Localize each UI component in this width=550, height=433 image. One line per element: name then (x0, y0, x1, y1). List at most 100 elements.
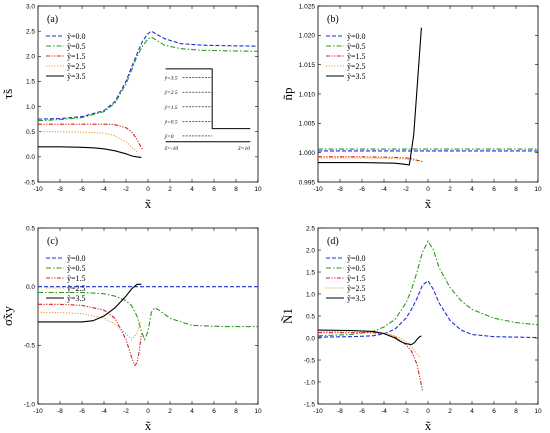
inset-level-label: ỹ=3.5 (164, 75, 178, 82)
panel-2: -10 -8 -6 -4 -2 0 2 4 6 8 10 -1.0 -0.5 0.0 0.5 x̃ σ̃xy (c… (0, 225, 262, 433)
x-tick-label: -8 (337, 408, 343, 415)
panel-3: -10 -8 -6 -4 -2 0 2 4 6 8 10 -1.5 -1.0 -0.5 0.0 0.5 1.0 1… (280, 225, 542, 433)
y-tick-label: 0.5 (26, 225, 35, 232)
series-line-3 (38, 311, 141, 341)
legend-label: ỹ=0.0 (67, 254, 86, 263)
legend-label: ỹ=0.0 (347, 32, 366, 41)
x-tick-label: 4 (190, 186, 194, 193)
legend-label: ỹ=3.5 (347, 72, 366, 81)
y-axis-label: ñp (280, 88, 295, 101)
panel-label: (c) (47, 236, 58, 247)
x-tick-label: 2 (448, 186, 452, 193)
inset-level-label: ỹ=1.5 (164, 104, 178, 111)
legend-label: ỹ=1.5 (347, 52, 366, 61)
x-tick-label: 10 (254, 186, 262, 193)
series-group (38, 30, 258, 158)
y-tick-label: 2.0 (306, 247, 315, 254)
x-tick-label: 8 (234, 186, 238, 193)
legend-label: ỹ=0.5 (67, 264, 86, 273)
x-tick-label: -2 (403, 408, 409, 415)
legend-label: ỹ=2.5 (347, 62, 366, 71)
series-line-0 (38, 30, 258, 120)
x-tick-label: -10 (313, 186, 323, 193)
x-tick-label: 0 (146, 408, 150, 415)
legend-label: ỹ=0.5 (67, 42, 86, 51)
y-tick-label: -1.0 (24, 401, 36, 408)
legend-label: ỹ=1.5 (67, 274, 86, 283)
legend-label: ỹ=2.5 (347, 284, 366, 293)
panel-label: (d) (327, 236, 339, 247)
y-tick-label: 3.0 (26, 3, 35, 10)
x-tick-label: 0 (426, 408, 430, 415)
y-tick-label: -0.5 (24, 343, 36, 350)
x-axis-label: x̃ (145, 418, 152, 433)
y-tick-label: -1.0 (304, 379, 316, 386)
y-tick-label: 1.0 (26, 104, 35, 111)
x-tick-label: -6 (79, 186, 85, 193)
inset-level-label: ỹ=0.5 (164, 118, 178, 125)
x-tick-label: -4 (101, 186, 107, 193)
y-tick-label: -1.5 (304, 401, 316, 408)
x-axis-label: x̃ (425, 196, 432, 211)
inset-x-label: x̃=-10 (164, 146, 179, 152)
x-tick-label: -4 (381, 186, 387, 193)
x-axis-label: x̃ (145, 196, 152, 211)
x-tick-label: 8 (514, 186, 518, 193)
y-tick-label: 2.0 (26, 54, 35, 61)
y-axis-label: τ̃s (0, 89, 15, 99)
x-tick-label: 4 (470, 408, 474, 415)
x-tick-label: 10 (254, 408, 262, 415)
y-tick-label: 0.0 (26, 284, 35, 291)
legend-label: ỹ=3.5 (347, 294, 366, 303)
x-tick-label: -6 (359, 408, 365, 415)
y-tick-label: 1.5 (26, 79, 35, 86)
y-tick-label: 0.0 (306, 335, 315, 342)
y-tick-label: -0.5 (304, 357, 316, 364)
inset-diagram: ỹ=3.5 ỹ=2.5 ỹ=1.5 ỹ=0.5 ỹ=0 x̃=-10 x̃=10 (164, 68, 251, 152)
x-tick-label: -6 (79, 408, 85, 415)
x-tick-label: 6 (212, 408, 216, 415)
x-axis-label: x̃ (425, 418, 432, 433)
legend-label: ỹ=3.5 (67, 72, 86, 81)
series-line-4 (38, 146, 142, 158)
x-tick-label: 2 (168, 408, 172, 415)
series-line-2 (318, 332, 424, 391)
x-tick-label: 4 (470, 186, 474, 193)
y-tick-label: 1.005 (299, 121, 316, 128)
inset-level-label: ỹ=2.5 (164, 89, 178, 96)
y-tick-label: 0.5 (26, 129, 35, 136)
x-tick-label: 10 (534, 408, 542, 415)
legend-label: ỹ=0.0 (67, 32, 86, 41)
inset-boundary (165, 68, 251, 130)
series-group (318, 27, 538, 166)
legend-label: ỹ=0.5 (347, 264, 366, 273)
series-line-3 (318, 157, 418, 162)
y-tick-label: 1.5 (306, 269, 315, 276)
x-tick-label: -4 (381, 408, 387, 415)
series-line-3 (318, 330, 421, 359)
x-tick-label: 0 (426, 186, 430, 193)
x-tick-label: 10 (534, 186, 542, 193)
x-tick-label: -8 (57, 408, 63, 415)
y-tick-label: 1.010 (299, 91, 316, 98)
x-tick-label: 2 (448, 408, 452, 415)
y-tick-label: 0.5 (306, 313, 315, 320)
y-tick-label: 0.995 (299, 179, 316, 186)
x-tick-label: -10 (33, 408, 43, 415)
series-line-1 (38, 291, 258, 341)
legend-label: ỹ=2.5 (67, 62, 86, 71)
inset-x-label: x̃=10 (237, 146, 250, 152)
series-line-0 (318, 279, 538, 339)
x-tick-label: -2 (403, 186, 409, 193)
series-line-4 (318, 329, 422, 346)
series-line-4 (38, 283, 142, 323)
series-line-1 (38, 36, 258, 122)
y-tick-label: 0.0 (26, 154, 35, 161)
x-tick-label: 8 (514, 408, 518, 415)
legend-label: ỹ=2.5 (67, 284, 86, 293)
series-line-4 (318, 27, 422, 166)
x-tick-label: -8 (57, 186, 63, 193)
y-tick-label: 1.0 (306, 291, 315, 298)
x-tick-label: -8 (337, 186, 343, 193)
series-line-2 (318, 156, 423, 163)
